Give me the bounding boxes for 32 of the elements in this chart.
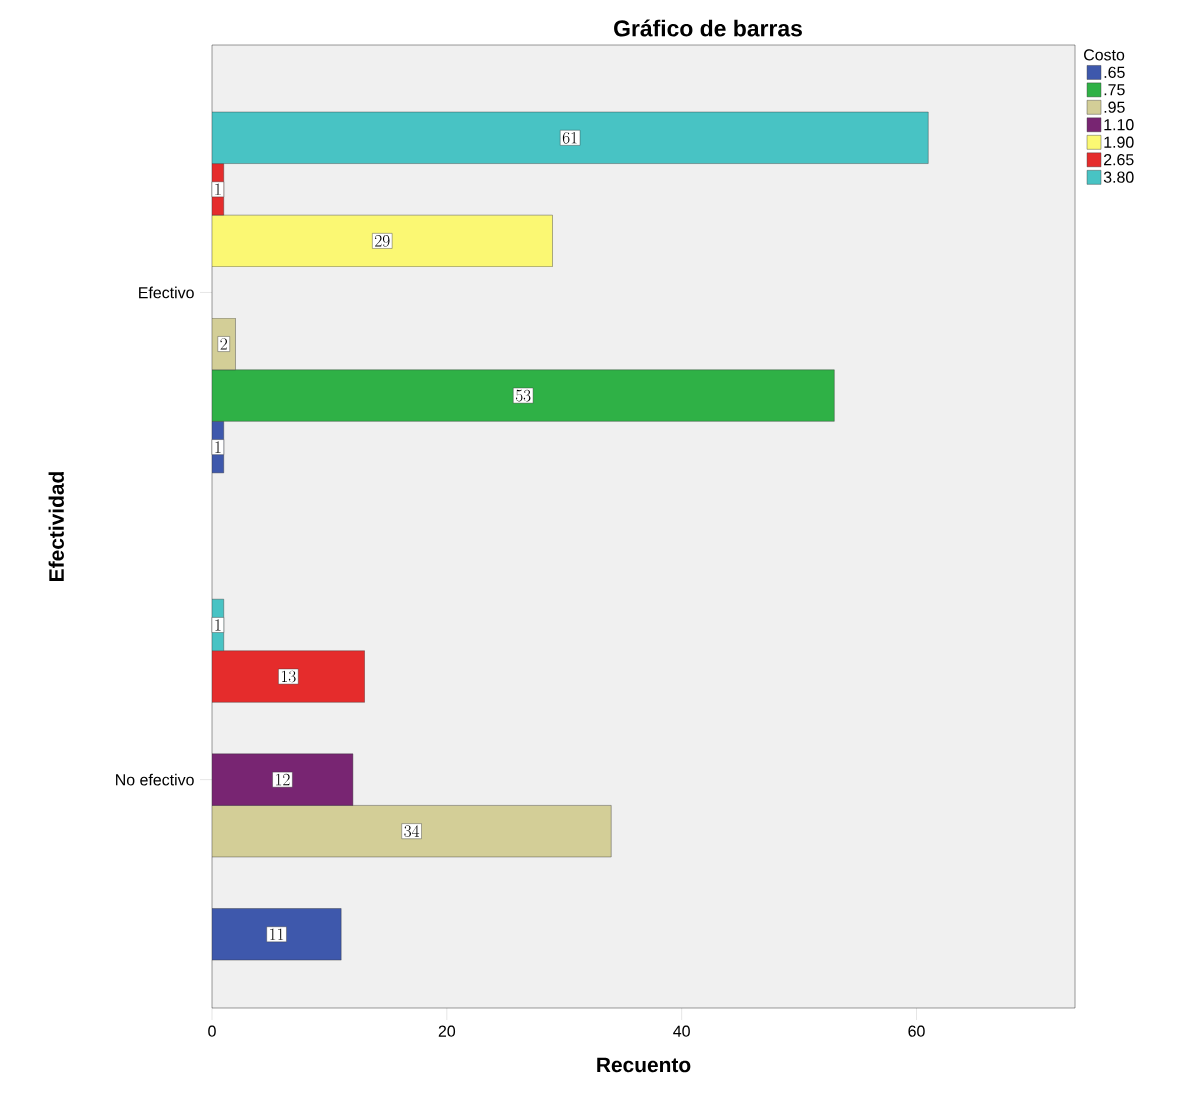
data-label: 1 [215, 619, 221, 631]
x-tick-label: 20 [438, 1025, 456, 1037]
bar [212, 111, 929, 164]
x-tick-label: 40 [673, 1025, 690, 1037]
x-tick-label: 60 [908, 1025, 925, 1037]
legend-label: .65 [1104, 66, 1125, 78]
x-tick-label: 0 [208, 1025, 216, 1037]
y-axis-title: Efectividad [48, 472, 64, 581]
y-tick-label: No efectivo [116, 773, 194, 786]
y-tick-label: Efectivo [139, 286, 194, 299]
data-label: 34 [404, 825, 420, 838]
bar [212, 908, 342, 961]
legend-label: .95 [1104, 101, 1125, 113]
data-label: 12 [276, 773, 290, 786]
bar [212, 805, 612, 858]
legend-label: 1.90 [1104, 136, 1134, 148]
data-label: 1 [215, 441, 221, 453]
data-label: 2 [220, 338, 227, 350]
legend-label: 1.10 [1104, 119, 1134, 131]
data-label: 53 [515, 389, 531, 402]
chart-title: Gráfico de barras [614, 19, 802, 37]
legend-title: Costo [1084, 49, 1125, 61]
bar [212, 650, 365, 703]
data-label: 29 [375, 235, 390, 247]
legend-label: .75 [1104, 84, 1125, 96]
data-label: 13 [281, 670, 296, 683]
x-axis-title: Recuento [597, 1057, 691, 1073]
legend-label: 3.80 [1103, 171, 1134, 183]
data-label: 1 [215, 183, 221, 195]
data-label: 61 [562, 131, 577, 144]
legend-label: 2.65 [1104, 154, 1134, 166]
data-label: 11 [270, 928, 284, 940]
